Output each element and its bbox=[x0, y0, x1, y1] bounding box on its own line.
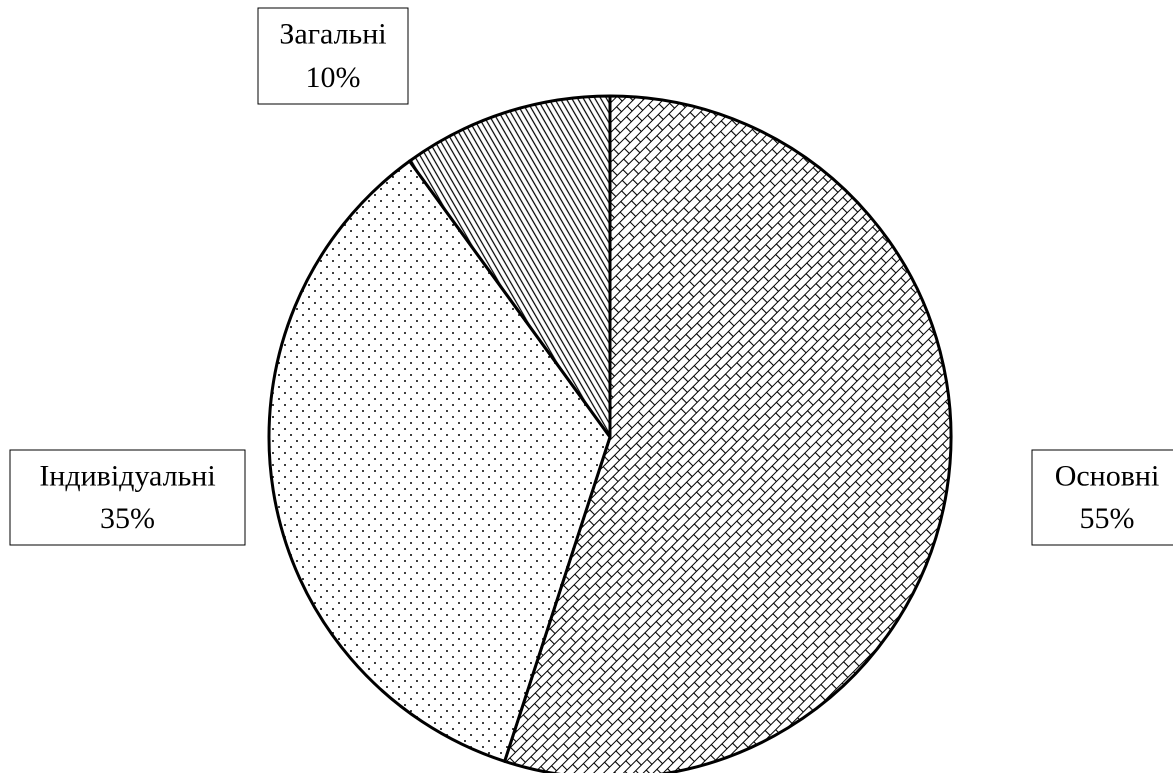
slice-label: Загальні bbox=[279, 18, 386, 51]
pie-slice bbox=[408, 94, 612, 439]
slice-label: Індивідуальні bbox=[39, 459, 215, 492]
value-label: 55% bbox=[1080, 502, 1135, 535]
value-label: 10% bbox=[306, 61, 361, 94]
label-box bbox=[257, 7, 409, 105]
value-label: 35% bbox=[100, 502, 155, 535]
pie-slice bbox=[267, 159, 612, 763]
label-box bbox=[1031, 449, 1173, 546]
label-box bbox=[9, 449, 246, 546]
pie-slice bbox=[503, 94, 953, 773]
slice-label: Основні bbox=[1055, 459, 1160, 492]
